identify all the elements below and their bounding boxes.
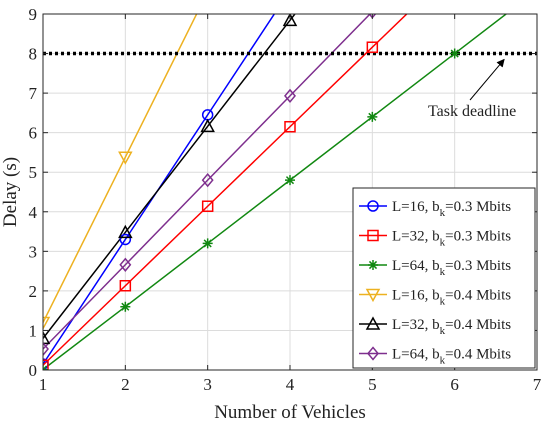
x-axis-title: Number of Vehicles <box>214 402 366 423</box>
legend-label: L=64, bk=0.3 Mbits <box>392 258 511 278</box>
y-tick-label: 2 <box>29 282 38 301</box>
x-tick-label: 3 <box>203 375 212 394</box>
legend-marker <box>368 260 378 270</box>
x-tick-label: 2 <box>121 375 130 394</box>
y-tick-label: 3 <box>29 242 38 261</box>
legend-entry: L=64, bk=0.3 Mbits <box>359 258 511 278</box>
y-tick-label: 1 <box>29 321 38 340</box>
x-tick-label: 4 <box>286 375 295 394</box>
legend: L=16, bk=0.3 Mbits L=32, bk=0.3 Mbits L=64… <box>352 187 536 369</box>
x-tick-label: 5 <box>368 375 377 394</box>
series-line-5 <box>43 14 296 339</box>
y-tick-label: 5 <box>29 163 38 182</box>
y-tick-label: 0 <box>29 361 38 380</box>
data-point <box>200 118 215 133</box>
series-line-2 <box>43 14 408 366</box>
data-point <box>119 257 132 272</box>
data-point <box>120 301 131 312</box>
data-point <box>119 233 132 246</box>
y-tick-label: 7 <box>29 84 38 103</box>
legend-entry: L=16, bk=0.4 Mbits <box>359 288 511 308</box>
data-point <box>367 111 378 122</box>
legend-marker <box>367 346 379 361</box>
data-point <box>449 48 460 59</box>
grid-lines <box>43 14 537 370</box>
data-point <box>118 151 133 165</box>
data-point <box>366 41 379 53</box>
series-line-4 <box>43 14 198 323</box>
data-point <box>43 330 51 345</box>
annotation-arrow <box>469 58 505 101</box>
data-point <box>43 359 49 370</box>
legend-entry: L=32, bk=0.4 Mbits <box>359 316 511 337</box>
legend-entry: L=64, bk=0.4 Mbits <box>359 346 511 367</box>
legend-label: L=32, bk=0.4 Mbits <box>392 317 511 337</box>
x-tick-label: 7 <box>533 375 542 394</box>
y-tick-label: 9 <box>29 5 38 24</box>
annotation-text: Task deadline <box>428 103 516 120</box>
legend-marker <box>365 288 381 303</box>
legend-marker <box>365 316 381 330</box>
legend-marker <box>367 229 379 242</box>
data-point <box>202 238 213 249</box>
x-tick-label: 6 <box>450 375 459 394</box>
legend-marker <box>367 200 379 212</box>
legend-label: L=64, bk=0.4 Mbits <box>392 347 511 367</box>
data-point <box>284 120 296 133</box>
data-point <box>119 279 132 292</box>
legend-entry: L=16, bk=0.3 Mbits <box>359 199 511 219</box>
data-point <box>201 200 214 212</box>
data-point <box>284 88 296 104</box>
y-axis-title: Delay (s) <box>0 157 21 227</box>
legend-box <box>352 187 536 369</box>
y-tick-label: 6 <box>29 124 38 143</box>
data-point <box>118 224 133 239</box>
data-point <box>285 175 295 186</box>
legend-label: L=16, bk=0.4 Mbits <box>392 288 511 308</box>
y-tick-label: 4 <box>29 203 38 222</box>
x-tick-label: 1 <box>39 375 48 394</box>
plot-markers <box>43 14 460 370</box>
series-line-6 <box>43 14 372 350</box>
annotations: Task deadline <box>428 58 516 120</box>
legend-label: L=32, bk=0.3 Mbits <box>392 229 511 249</box>
data-point <box>43 316 51 331</box>
legend-label: L=16, bk=0.3 Mbits <box>392 199 511 219</box>
data-point <box>282 14 298 27</box>
data-point <box>43 341 49 357</box>
data-point <box>201 172 214 188</box>
legend-entry: L=32, bk=0.3 Mbits <box>359 229 511 249</box>
y-tick-label: 8 <box>29 45 38 64</box>
